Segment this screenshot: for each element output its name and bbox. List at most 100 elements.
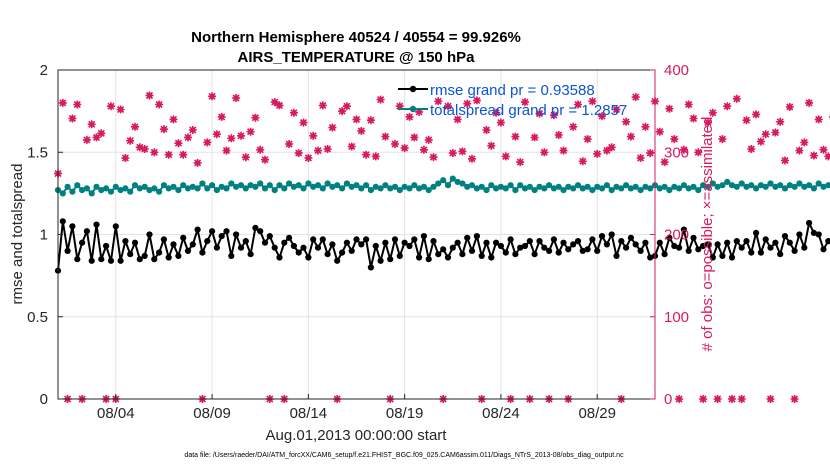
rmse-point bbox=[319, 236, 326, 243]
totalspread-point bbox=[242, 185, 249, 192]
obs-count-point-cross bbox=[641, 122, 650, 131]
obs-count-point bbox=[92, 133, 101, 142]
obs-count-point bbox=[126, 136, 135, 145]
obs-count-point-cross bbox=[164, 150, 173, 159]
obs-count-point bbox=[646, 149, 655, 158]
totalspread-point bbox=[536, 183, 543, 190]
obs-count-point bbox=[159, 125, 168, 134]
obs-count-point-cross bbox=[366, 116, 375, 125]
totalspread-point bbox=[420, 183, 427, 190]
rmse-point bbox=[160, 236, 167, 243]
rmse-point bbox=[738, 244, 745, 251]
obs-count-point bbox=[208, 92, 217, 101]
rmse-point bbox=[459, 251, 466, 258]
rmse-point bbox=[820, 246, 827, 253]
rmse-point bbox=[223, 228, 230, 235]
rmse-point bbox=[180, 234, 187, 241]
obs-count-point-cross bbox=[184, 133, 192, 142]
obs-count-point bbox=[636, 154, 645, 162]
obs-count-point bbox=[631, 93, 640, 102]
obs-count-point bbox=[549, 111, 558, 120]
obs-count-point-cross bbox=[549, 111, 558, 120]
obs-count-point bbox=[607, 143, 616, 152]
rmse-point bbox=[329, 241, 336, 248]
obs-count-point bbox=[328, 123, 337, 132]
rmse-point bbox=[117, 257, 124, 264]
rmse-point bbox=[122, 238, 129, 245]
obs-count-point-cross bbox=[771, 128, 780, 137]
obs-count-point bbox=[174, 139, 183, 148]
totalspread-point bbox=[632, 183, 639, 190]
obs-count-point bbox=[622, 117, 631, 126]
obs-count-point-cross bbox=[424, 135, 433, 144]
obs-count-point-cross bbox=[97, 129, 106, 138]
totalspread-point bbox=[464, 183, 471, 190]
obs-count-point bbox=[795, 146, 804, 155]
totalspread-point bbox=[319, 185, 326, 192]
obs-count-point bbox=[193, 158, 202, 167]
obs-count-point-cross bbox=[670, 135, 679, 144]
obs-count-point bbox=[444, 102, 452, 111]
obs-count-point bbox=[376, 95, 385, 104]
rmse-point bbox=[603, 241, 611, 248]
rmse-point bbox=[199, 249, 206, 256]
obs-count-point-cross bbox=[328, 123, 337, 132]
totalspread-point bbox=[401, 183, 408, 190]
obs-count-point bbox=[232, 94, 241, 102]
obs-count-point-cross bbox=[516, 158, 525, 167]
totalspread-point bbox=[613, 183, 620, 190]
obs-count-point-cross bbox=[304, 154, 313, 162]
rmse-point bbox=[127, 251, 134, 258]
obs-count-point-cross bbox=[357, 126, 366, 135]
obs-count-point bbox=[482, 126, 491, 134]
y-right-tick-label: 400 bbox=[664, 62, 689, 79]
obs-count-point bbox=[352, 115, 361, 124]
totalspread-point bbox=[531, 187, 538, 194]
x-tick-label: 08/09 bbox=[193, 405, 231, 422]
obs-count-point bbox=[304, 154, 313, 162]
rmse-point bbox=[589, 236, 596, 243]
rmse-point bbox=[661, 251, 668, 258]
rmse-point bbox=[305, 254, 312, 261]
rmse-point bbox=[252, 224, 259, 231]
rmse-point bbox=[146, 231, 153, 238]
obs-count-point bbox=[559, 146, 568, 155]
rmse-point bbox=[695, 246, 702, 253]
totalspread-point bbox=[440, 177, 447, 184]
obs-count-point-cross bbox=[689, 114, 698, 123]
rmse-point bbox=[483, 239, 490, 246]
rmse-point bbox=[343, 239, 350, 246]
obs-count-point bbox=[453, 115, 462, 124]
obs-count-point bbox=[819, 145, 828, 154]
rmse-point bbox=[647, 254, 654, 261]
totalspread-point bbox=[459, 180, 466, 187]
obs-count-point bbox=[463, 99, 472, 108]
obs-count-point-cross bbox=[193, 158, 202, 167]
obs-count-point-cross bbox=[444, 102, 452, 111]
totalspread-point bbox=[411, 182, 418, 189]
rmse-point bbox=[276, 254, 283, 261]
totalspread-point bbox=[64, 183, 71, 190]
obs-count-point-cross bbox=[232, 94, 241, 102]
rmse-point bbox=[401, 239, 408, 246]
rmse-point bbox=[213, 244, 220, 251]
totalspread-point bbox=[753, 185, 760, 192]
obs-count-point bbox=[814, 115, 823, 124]
obs-count-point-cross bbox=[419, 145, 428, 154]
obs-count-point bbox=[665, 104, 674, 113]
totalspread-point bbox=[175, 187, 182, 194]
totalspread-point bbox=[671, 183, 678, 190]
obs-count-point-cross bbox=[400, 144, 409, 153]
rmse-point bbox=[517, 244, 524, 251]
obs-count-point bbox=[824, 152, 830, 161]
obs-count-point bbox=[237, 131, 245, 140]
obs-count-point-cross bbox=[405, 112, 414, 121]
obs-count-point-cross bbox=[285, 140, 294, 148]
chart-subtitle: AIRS_TEMPERATURE @ 150 hPa bbox=[238, 49, 476, 66]
rmse-point bbox=[286, 234, 293, 241]
rmse-point bbox=[324, 251, 331, 258]
totalspread-point bbox=[382, 182, 389, 189]
totalspread-point bbox=[353, 182, 360, 189]
rmse-point bbox=[656, 239, 663, 246]
rmse-point bbox=[425, 256, 432, 263]
